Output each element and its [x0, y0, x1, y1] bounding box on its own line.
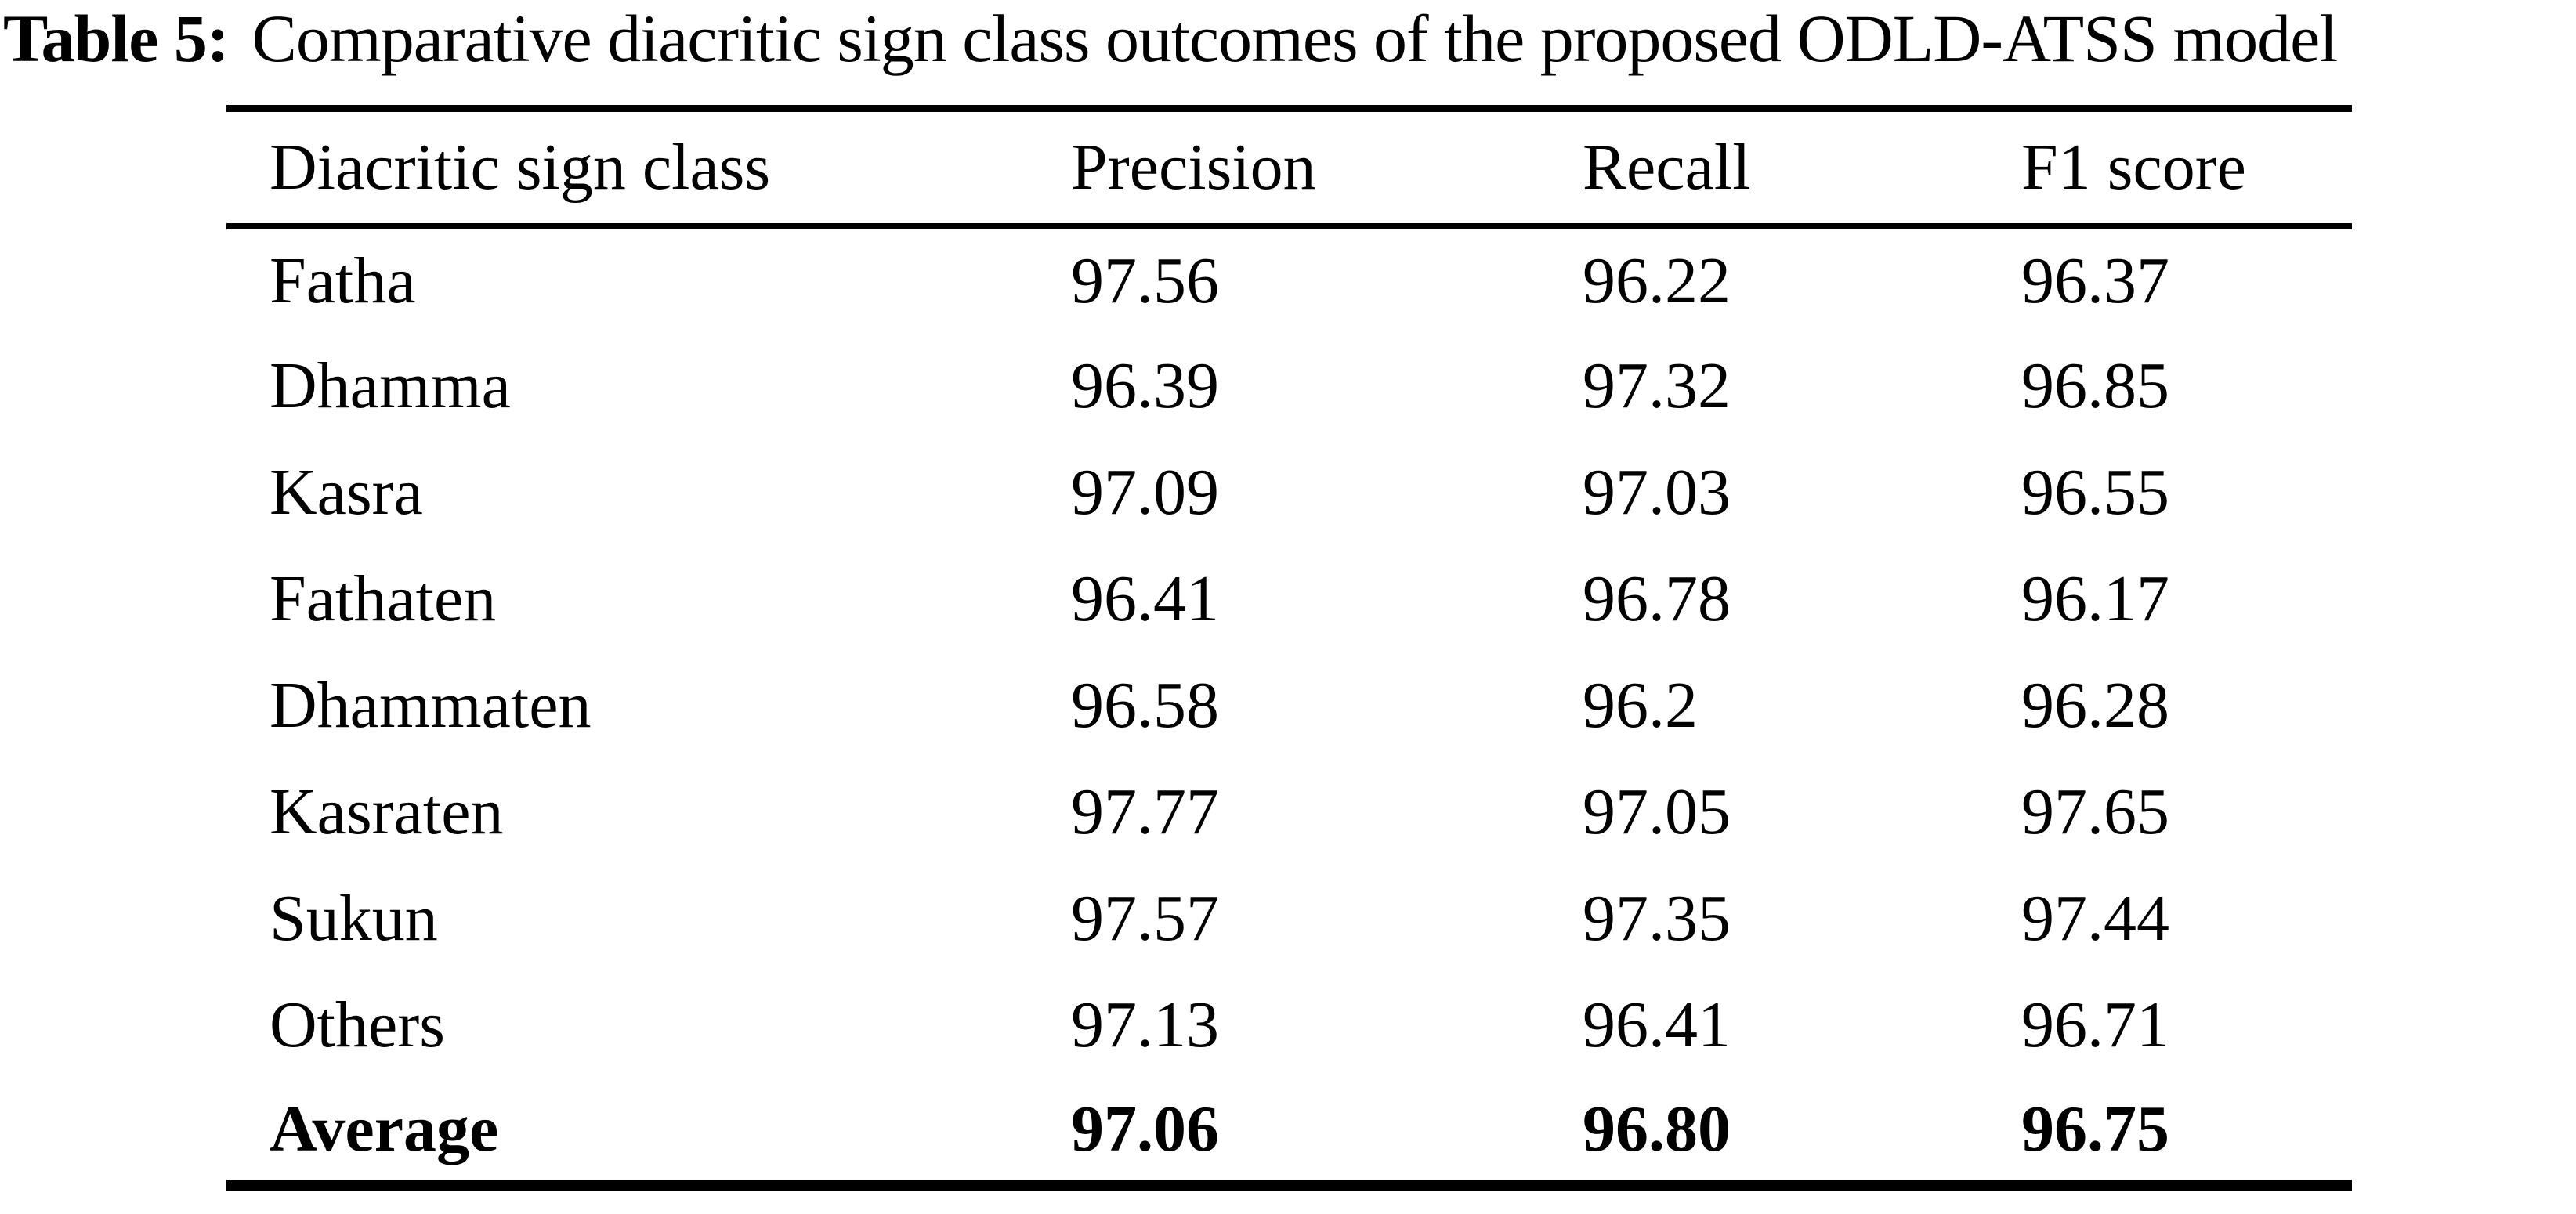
cell-f1: 96.75 [2021, 1092, 2169, 1165]
table-row: Sukun 97.57 97.35 97.44 [226, 865, 2352, 972]
cell-precision: 96.58 [1071, 669, 1219, 742]
table-caption: Table 5: Comparative diacritic sign class… [3, 0, 2339, 78]
cell-f1: 96.71 [2021, 988, 2169, 1061]
cell-recall: 96.80 [1583, 1092, 1731, 1165]
col-header-recall: Recall [1583, 108, 2021, 229]
cell-class: Fatha [270, 244, 416, 317]
table-row: Dhamma 96.39 97.32 96.85 [226, 333, 2352, 439]
cell-recall: 96.2 [1583, 669, 1698, 742]
cell-class: Fathaten [270, 562, 497, 635]
results-table: Diacritic sign class Precision Recall F1… [226, 105, 2352, 1191]
cell-precision: 97.06 [1071, 1092, 1219, 1165]
cell-class: Average [270, 1092, 499, 1165]
col-header-precision: Precision [1071, 108, 1583, 229]
cell-f1: 97.65 [2021, 775, 2169, 848]
cell-class: Sukun [270, 882, 438, 955]
cell-class: Kasraten [270, 775, 504, 848]
table-body: Fatha 97.56 96.22 96.37 Dhamma 96.39 97.… [226, 226, 2352, 1185]
cell-precision: 97.13 [1071, 988, 1219, 1061]
table-row: Kasra 97.09 97.03 96.55 [226, 439, 2352, 546]
cell-f1: 96.37 [2021, 244, 2169, 317]
cell-precision: 97.09 [1071, 456, 1219, 529]
cell-recall: 97.32 [1583, 349, 1731, 422]
table-row: Fatha 97.56 96.22 96.37 [226, 226, 2352, 333]
cell-recall: 97.05 [1583, 775, 1731, 848]
header-row: Diacritic sign class Precision Recall F1… [226, 108, 2352, 229]
table-row: Kasraten 97.77 97.05 97.65 [226, 759, 2352, 865]
table-row: Average 97.06 96.80 96.75 [226, 1079, 2352, 1185]
cell-class: Dhammaten [270, 669, 592, 742]
cell-precision: 97.57 [1071, 882, 1219, 955]
cell-class: Kasra [270, 456, 423, 529]
caption-text: Comparative diacritic sign class outcome… [251, 1, 2339, 76]
cell-recall: 97.03 [1583, 456, 1731, 529]
cell-precision: 96.41 [1071, 562, 1219, 635]
cell-f1: 96.55 [2021, 456, 2169, 529]
cell-recall: 96.41 [1583, 988, 1731, 1061]
cell-recall: 97.35 [1583, 882, 1731, 955]
cell-recall: 96.22 [1583, 244, 1731, 317]
cell-f1: 97.44 [2021, 882, 2169, 955]
table-row: Fathaten 96.41 96.78 96.17 [226, 546, 2352, 652]
cell-f1: 96.85 [2021, 349, 2169, 422]
col-header-f1: F1 score [2021, 108, 2352, 229]
cell-f1: 96.28 [2021, 669, 2169, 742]
caption-label: Table 5: [3, 1, 229, 76]
cell-class: Dhamma [270, 349, 511, 422]
cell-precision: 97.77 [1071, 775, 1219, 848]
cell-precision: 96.39 [1071, 349, 1219, 422]
col-header-class: Diacritic sign class [226, 108, 1071, 229]
table-row: Dhammaten 96.58 96.2 96.28 [226, 652, 2352, 759]
table-row: Others 97.13 96.41 96.71 [226, 972, 2352, 1079]
cell-precision: 97.56 [1071, 244, 1219, 317]
cell-recall: 96.78 [1583, 562, 1731, 635]
cell-class: Others [270, 988, 445, 1061]
cell-f1: 96.17 [2021, 562, 2169, 635]
